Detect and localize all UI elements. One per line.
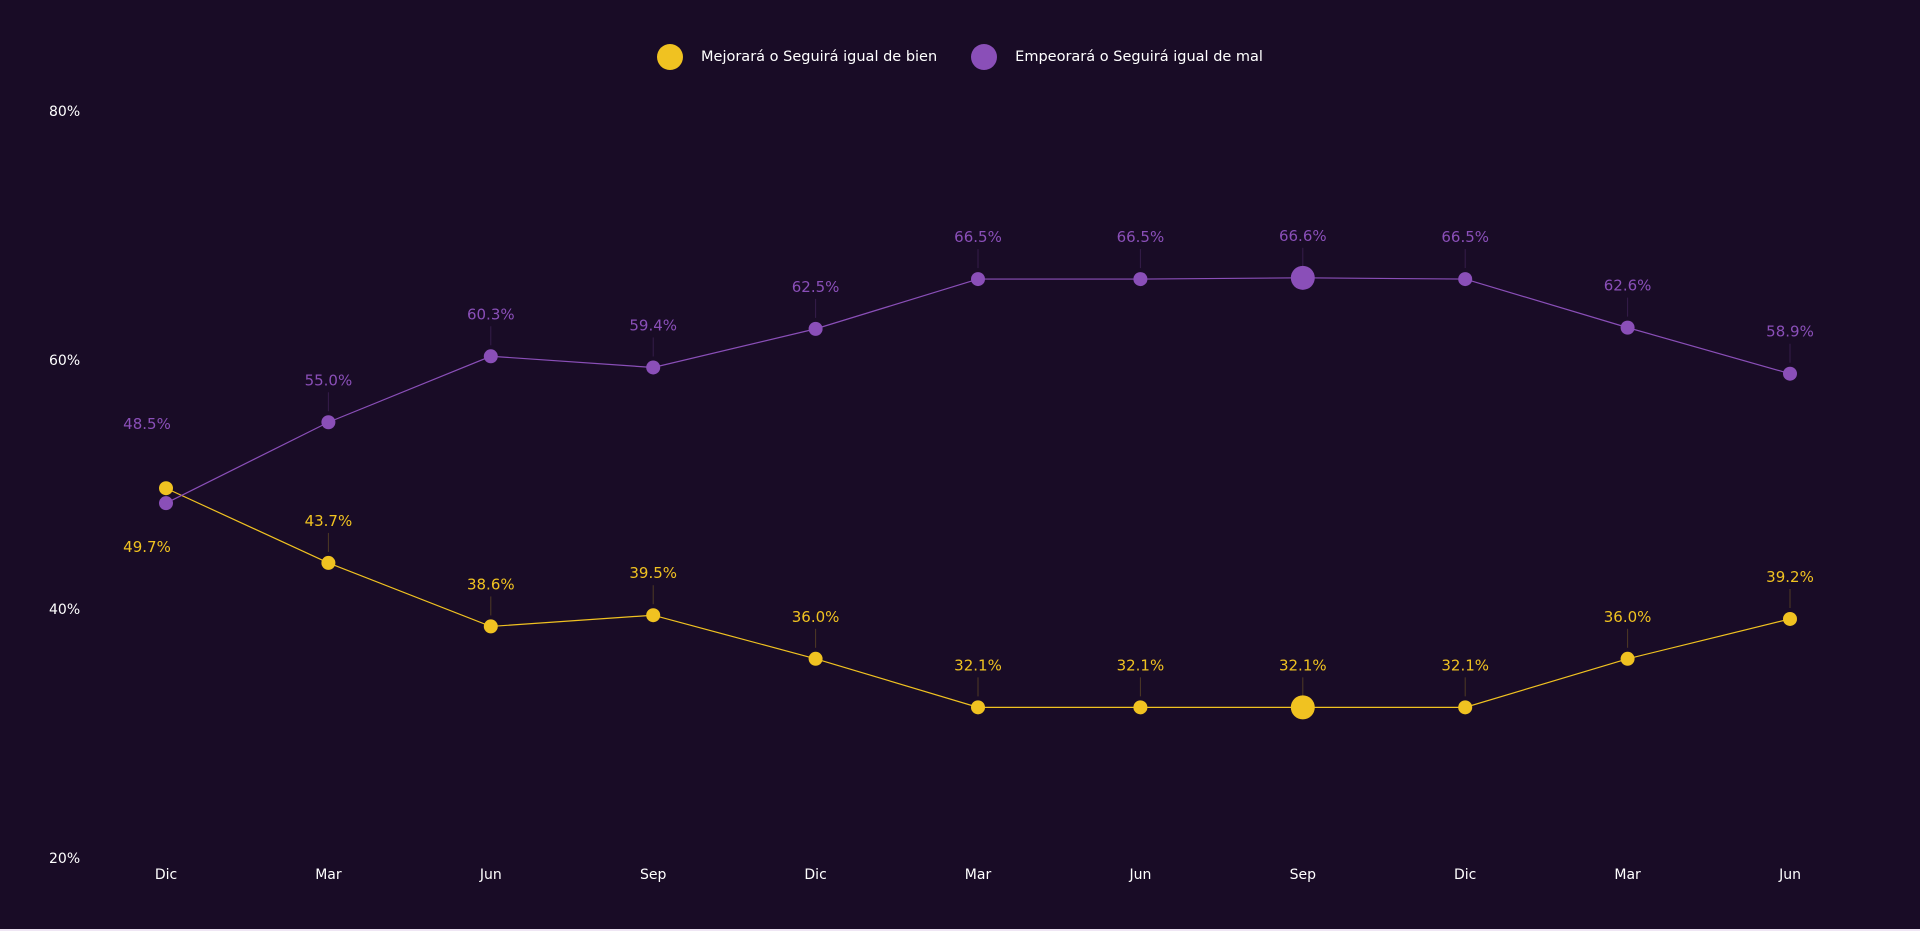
data-point-mejorara	[971, 700, 985, 715]
data-point-mejorara	[646, 608, 661, 623]
data-point-empeorara	[1783, 366, 1797, 381]
data-label-mejorara: 36.0%	[1604, 608, 1652, 626]
legend: Mejorará o Seguirá igual de bien Empeora…	[0, 44, 1920, 70]
data-point-empeorara	[321, 415, 336, 430]
data-point-empeorara	[159, 496, 173, 511]
x-tick-label: Sep	[640, 867, 667, 883]
data-label-empeorara: 58.9%	[1766, 323, 1814, 341]
x-tick-label: Dic	[804, 867, 826, 883]
data-label-empeorara: 66.6%	[1279, 227, 1327, 245]
data-label-mejorara: 36.0%	[792, 608, 840, 626]
y-tick-label: 40%	[49, 602, 80, 618]
bottom-border	[0, 929, 1920, 931]
data-point-mejorara	[159, 481, 173, 496]
y-tick-label: 20%	[49, 851, 80, 867]
data-point-mejorara	[808, 651, 823, 666]
data-point-empeorara	[1290, 265, 1315, 290]
data-label-mejorara: 32.1%	[1279, 656, 1327, 674]
data-label-mejorara: 32.1%	[954, 656, 1002, 674]
legend-item-mejorara[interactable]: Mejorará o Seguirá igual de bien	[657, 44, 937, 70]
data-label-empeorara: 59.4%	[629, 316, 677, 334]
y-tick-label: 80%	[49, 104, 80, 120]
x-tick-label: Mar	[315, 867, 342, 883]
data-point-empeorara	[971, 272, 985, 287]
x-tick-label: Dic	[1454, 867, 1476, 883]
data-label-empeorara: 62.6%	[1604, 277, 1652, 295]
data-point-empeorara	[483, 349, 498, 364]
y-tick-label: 60%	[49, 353, 80, 369]
x-tick-label: Jun	[479, 867, 502, 883]
data-label-empeorara: 48.5%	[123, 415, 171, 433]
legend-swatch-empeorara	[971, 44, 998, 70]
x-tick-label: Dic	[155, 867, 177, 883]
data-label-mejorara: 39.2%	[1766, 568, 1814, 586]
data-label-mejorara: 43.7%	[305, 512, 353, 530]
data-label-empeorara: 62.5%	[792, 278, 840, 296]
data-point-mejorara	[1133, 700, 1148, 715]
legend-swatch-mejorara	[657, 44, 684, 70]
series-line-empeorara	[165, 277, 1791, 504]
data-label-mejorara: 32.1%	[1117, 656, 1165, 674]
legend-label-mejorara: Mejorará o Seguirá igual de bien	[701, 49, 938, 65]
x-tick-label: Mar	[1614, 867, 1641, 883]
data-label-mejorara: 49.7%	[123, 538, 171, 556]
data-label-empeorara: 66.5%	[1441, 228, 1489, 246]
series-line-mejorara	[165, 487, 1791, 708]
data-label-mejorara: 38.6%	[467, 575, 515, 593]
data-point-mejorara	[483, 619, 498, 634]
data-point-empeorara	[1620, 320, 1635, 335]
x-tick-label: Jun	[1128, 867, 1151, 883]
data-label-empeorara: 66.5%	[954, 228, 1002, 246]
data-point-empeorara	[1133, 272, 1148, 287]
data-point-mejorara	[1783, 611, 1797, 626]
data-point-mejorara	[1290, 695, 1315, 720]
x-tick-label: Jun	[1778, 867, 1801, 883]
x-tick-label: Sep	[1290, 867, 1317, 883]
data-point-mejorara	[1458, 700, 1473, 715]
data-label-empeorara: 60.3%	[467, 305, 515, 323]
data-point-empeorara	[646, 360, 661, 375]
legend-label-empeorara: Empeorará o Seguirá igual de mal	[1015, 49, 1263, 65]
data-label-empeorara: 55.0%	[305, 371, 353, 389]
data-label-mejorara: 32.1%	[1441, 656, 1489, 674]
data-point-mejorara	[321, 555, 336, 570]
data-point-empeorara	[808, 321, 823, 336]
x-tick-label: Mar	[965, 867, 992, 883]
data-label-empeorara: 66.5%	[1117, 228, 1165, 246]
data-label-mejorara: 39.5%	[629, 564, 677, 582]
legend-item-empeorara[interactable]: Empeorará o Seguirá igual de mal	[971, 44, 1263, 70]
data-point-mejorara	[1620, 651, 1635, 666]
data-point-empeorara	[1458, 272, 1473, 287]
